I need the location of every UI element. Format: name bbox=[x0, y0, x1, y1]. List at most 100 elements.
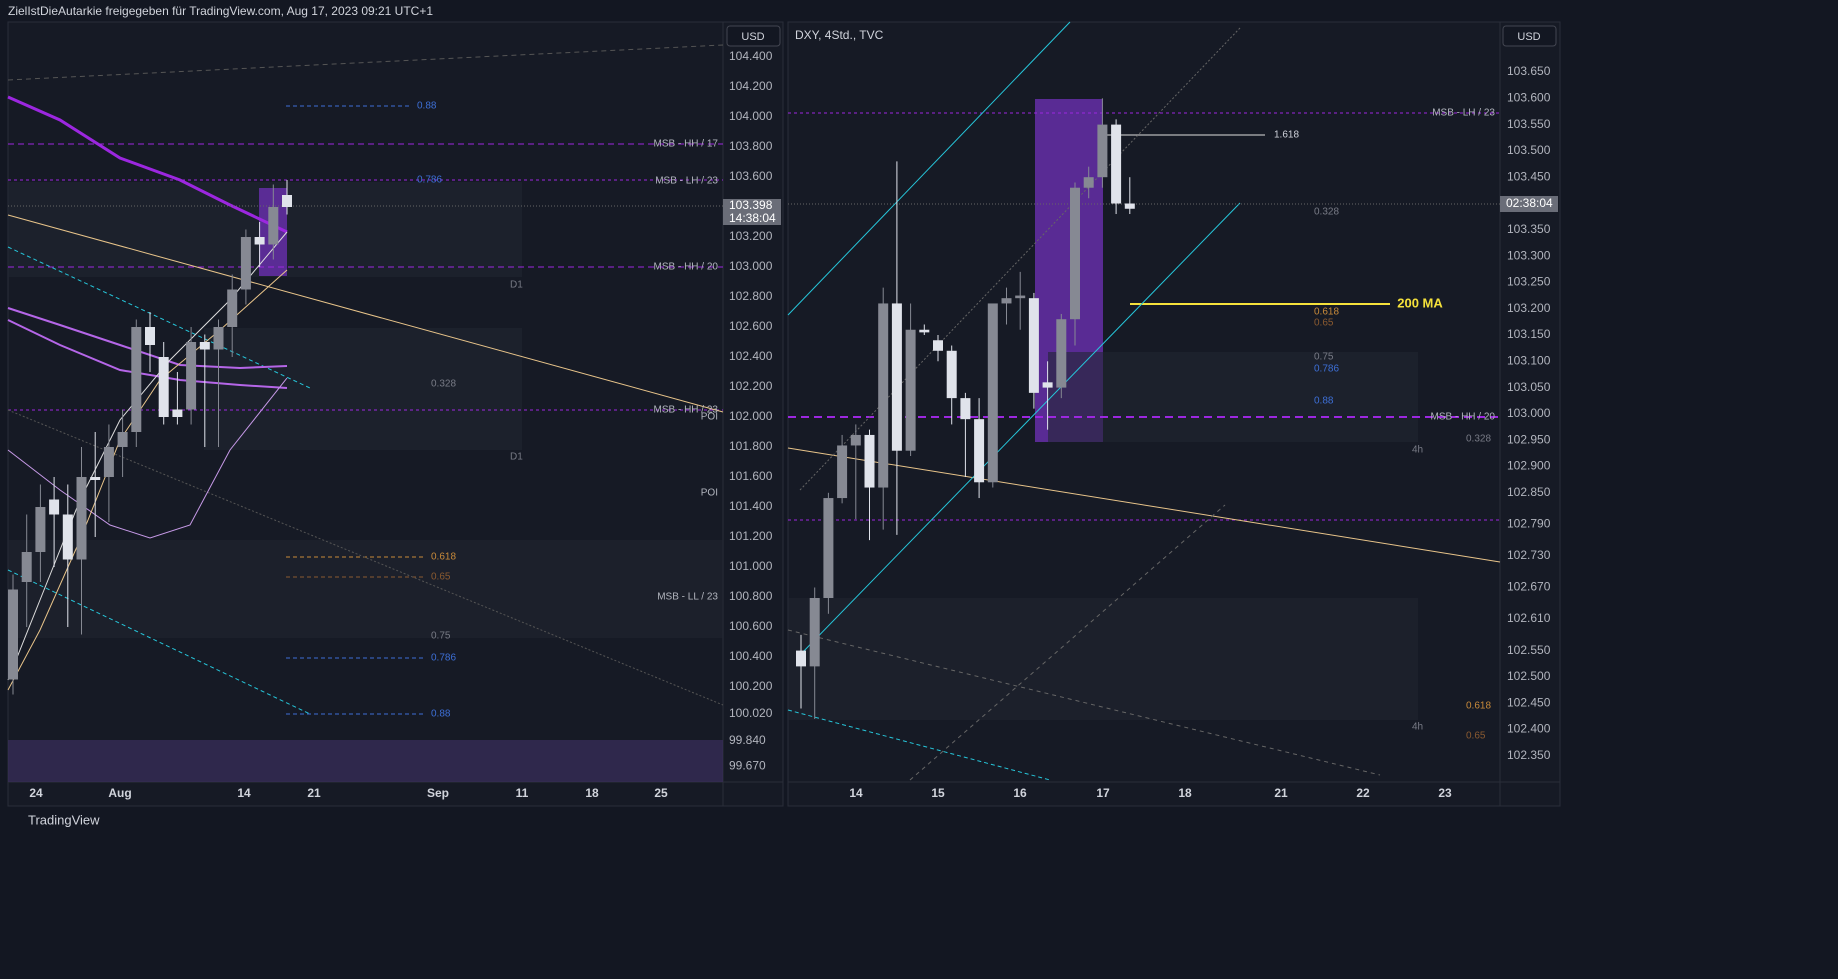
x-tick-label: 18 bbox=[1178, 786, 1192, 800]
candle-body bbox=[49, 499, 60, 515]
candle-body bbox=[933, 340, 943, 351]
trend-line bbox=[787, 709, 1051, 781]
annotation: 0.328 bbox=[431, 379, 456, 390]
candle-body bbox=[891, 303, 902, 451]
annotation: POI bbox=[701, 488, 718, 499]
page: {"header":{"text":"ZielIstDieAutarkie fr… bbox=[7, 4, 1561, 828]
candle-body bbox=[62, 514, 73, 560]
annotation: MSB - HH / 20 bbox=[1431, 412, 1496, 423]
annotation: 4h bbox=[1412, 722, 1423, 733]
x-tick-label: 14 bbox=[849, 786, 863, 800]
annotation: MSB - LL / 23 bbox=[657, 592, 718, 603]
y-tick-label: 104.400 bbox=[729, 49, 773, 63]
candle-body bbox=[21, 552, 32, 582]
y-tick-label: 102.200 bbox=[729, 379, 773, 393]
price-box bbox=[1500, 196, 1558, 212]
annotation: 0.328 bbox=[1466, 434, 1491, 445]
drawings bbox=[7, 21, 1501, 781]
candle-body bbox=[227, 289, 238, 327]
zone bbox=[788, 598, 1418, 720]
currency-button[interactable] bbox=[1502, 25, 1557, 47]
annotation: MSB - HH / 17 bbox=[654, 139, 719, 150]
trend-line bbox=[7, 44, 724, 81]
y-tick-label: 103.500 bbox=[1507, 143, 1551, 157]
candle-body bbox=[1083, 177, 1094, 188]
currency-button[interactable] bbox=[726, 25, 781, 47]
candle-body bbox=[1056, 319, 1067, 388]
zone bbox=[1048, 352, 1418, 442]
candle-body bbox=[946, 350, 957, 399]
x-tick-label: 15 bbox=[931, 786, 945, 800]
x-tick-label: 16 bbox=[1013, 786, 1027, 800]
ma bbox=[7, 319, 288, 389]
candle-body bbox=[131, 327, 142, 432]
symbol-title: DXY, 4Std., TVC bbox=[795, 28, 884, 42]
candle-body bbox=[1001, 298, 1012, 304]
channel bbox=[787, 21, 1071, 316]
countdown: 02:38:04 bbox=[1506, 196, 1553, 210]
x-tick-label: 21 bbox=[1274, 786, 1288, 800]
candle-body bbox=[905, 329, 916, 451]
y-tick-label: 103.100 bbox=[1507, 353, 1551, 367]
y-tick-label: 102.600 bbox=[729, 319, 773, 333]
candle-body bbox=[90, 477, 101, 480]
annotation: 0.618 bbox=[1314, 307, 1339, 318]
price-box bbox=[723, 199, 781, 225]
x-tick-label: 22 bbox=[1356, 786, 1370, 800]
y-tick-label: 103.550 bbox=[1507, 117, 1551, 131]
candle-body bbox=[1042, 382, 1053, 388]
candle-body bbox=[1111, 124, 1122, 204]
y-tick-label: 99.840 bbox=[729, 733, 766, 747]
y-tick-label: 100.600 bbox=[729, 619, 773, 633]
y-tick-label: 102.400 bbox=[729, 349, 773, 363]
candle-body bbox=[158, 357, 169, 417]
currency[interactable]: USD bbox=[1517, 31, 1540, 43]
annotation: MSB - LH / 23 bbox=[1432, 108, 1495, 119]
y-tick-label: 102.900 bbox=[1507, 459, 1551, 473]
candle-body bbox=[186, 342, 197, 410]
x-tick-label: Aug bbox=[108, 786, 131, 800]
annotation: 0.88 bbox=[1314, 396, 1334, 407]
trend-line bbox=[787, 629, 1381, 776]
candle-body bbox=[213, 327, 224, 350]
brand: TradingView bbox=[28, 812, 100, 827]
x-tick-label: 23 bbox=[1438, 786, 1452, 800]
annotation: 0.786 bbox=[431, 653, 456, 664]
annotation: MSB - HH / 20 bbox=[654, 262, 719, 273]
annotation: 0.328 bbox=[1314, 207, 1339, 218]
y-tick-label: 104.200 bbox=[729, 79, 773, 93]
y-tick-label: 103.150 bbox=[1507, 327, 1551, 341]
x-tick-label: 18 bbox=[585, 786, 599, 800]
ma bbox=[7, 377, 288, 539]
y-tick-label: 100.800 bbox=[729, 589, 773, 603]
annotation: D1 bbox=[510, 280, 523, 291]
annotation: 0.75 bbox=[1314, 352, 1334, 363]
y-tick-label: 102.550 bbox=[1507, 643, 1551, 657]
candle-body bbox=[1028, 298, 1039, 393]
candle-body bbox=[837, 445, 848, 499]
zone bbox=[8, 740, 723, 782]
ma bbox=[7, 95, 288, 234]
channel bbox=[799, 202, 1241, 656]
x-tick-label: Sep bbox=[427, 786, 449, 800]
candle-body bbox=[974, 419, 985, 483]
y-tick-label: 102.730 bbox=[1507, 548, 1551, 562]
y-tick-label: 103.050 bbox=[1507, 380, 1551, 394]
y-tick-label: 104.000 bbox=[729, 109, 773, 123]
currency[interactable]: USD bbox=[741, 31, 764, 43]
candle-body bbox=[823, 498, 834, 598]
candle-body bbox=[240, 237, 251, 290]
y-tick-label: 102.800 bbox=[729, 289, 773, 303]
candle-body bbox=[864, 434, 875, 488]
y-tick-label: 103.200 bbox=[729, 229, 773, 243]
y-tick-label: 100.400 bbox=[729, 649, 773, 663]
annotation: D1 bbox=[510, 452, 523, 463]
candle-body bbox=[76, 477, 87, 560]
y-tick-label: 103.250 bbox=[1507, 275, 1551, 289]
countdown: 14:38:04 bbox=[729, 211, 776, 225]
trend-line bbox=[909, 504, 1226, 781]
zone bbox=[8, 540, 723, 638]
y-tick-label: 103.600 bbox=[729, 169, 773, 183]
annotation: 0.65 bbox=[1466, 731, 1486, 742]
annotation: 0.786 bbox=[417, 175, 442, 186]
